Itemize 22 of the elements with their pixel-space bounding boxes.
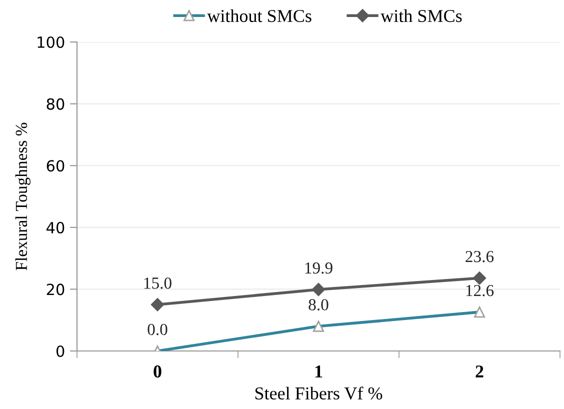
x-tick-label: 2 [476,365,484,378]
x-tick-label: 1 [315,366,322,378]
y-tick-label: 80 [46,98,64,110]
data-label: 23.6 [466,250,494,262]
data-label: 0.0 [148,324,168,336]
y-tick-label: 40 [46,222,64,234]
x-tick-label: 0 [154,365,162,378]
y-axis-title: Flexural Toughness % [15,122,30,270]
legend-label: without SMCs [207,9,312,22]
point [472,271,486,285]
point [312,282,326,296]
y-tick-label: 0 [56,345,64,358]
point [150,298,164,312]
data-label: 8.0 [308,299,328,310]
y-tick-label: 60 [46,160,64,172]
legend-label: with SMCs [380,9,462,22]
data-label: 19.9 [305,262,332,274]
y-tick-label: 100 [38,36,64,48]
data-label: 15.0 [144,278,172,289]
data-label: 12.6 [466,284,494,296]
y-tick-label: 20 [46,284,64,296]
x-axis-title: Steel Fibers Vf % [255,386,382,400]
